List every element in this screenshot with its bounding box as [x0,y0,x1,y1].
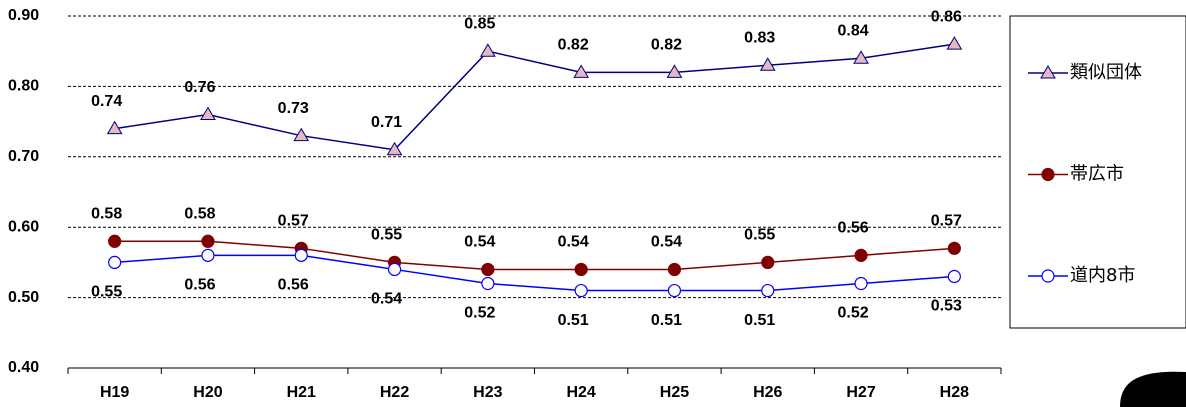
data-point [389,263,401,275]
y-tick-label: 0.90 [8,7,39,24]
data-label: 0.54 [558,234,589,251]
y-tick-label: 0.80 [8,78,39,95]
data-label: 0.52 [837,305,868,322]
data-label: 0.58 [91,205,122,222]
x-tick-label: H20 [193,384,222,401]
data-label: 0.84 [837,22,868,39]
data-label: 0.86 [931,8,962,25]
x-tick-label: H26 [753,384,782,401]
legend-marker [1042,169,1054,181]
data-label: 0.85 [464,15,495,32]
data-label: 0.71 [371,114,402,131]
x-tick-label: H23 [473,384,502,401]
data-label: 0.51 [651,312,682,329]
data-label: 0.54 [651,234,682,251]
chart: 0.40 0.50 0.60 0.70 0.80 0.90 H19 H20 H21 H22 H23 H… [0,0,1186,407]
data-label: 0.74 [91,93,122,110]
data-point [948,242,960,254]
data-label: 0.82 [651,37,682,54]
x-tick-label: H28 [940,384,969,401]
data-point [947,37,961,49]
legend-marker [1041,66,1055,78]
x-tick-label: H27 [846,384,875,401]
data-label: 0.56 [184,277,215,294]
legend-label: 道内8市 [1070,265,1135,286]
data-point [762,285,774,297]
data-label: 0.56 [278,277,309,294]
data-label: 0.53 [931,298,962,315]
x-tick-label: H24 [566,384,595,401]
data-label: 0.73 [278,100,309,117]
data-point [482,263,494,275]
y-tick-label: 0.60 [8,218,39,235]
data-label: 0.57 [931,213,962,230]
data-point [668,285,680,297]
x-tick-label: H19 [100,384,129,401]
data-point [575,285,587,297]
y-tick-label: 0.40 [8,359,39,376]
data-label: 0.51 [744,312,775,329]
x-tick-label: H21 [287,384,316,401]
y-tick-label: 0.70 [8,148,39,165]
data-point [762,256,774,268]
series-line [115,255,955,290]
series-line [115,44,955,150]
data-label: 0.55 [744,227,775,244]
data-point [668,263,680,275]
data-point [855,249,867,261]
data-point [202,235,214,247]
data-point [202,249,214,261]
x-tick-label: H22 [380,384,409,401]
data-label: 0.82 [558,37,589,54]
data-label: 0.55 [91,284,122,301]
legend-label: 類似団体 [1070,62,1142,83]
decoration [1120,372,1186,407]
data-label: 0.83 [744,29,775,46]
x-tick-label: H25 [660,384,689,401]
data-point [201,108,215,120]
data-point [481,44,495,56]
data-label: 0.76 [184,79,215,96]
data-label: 0.58 [184,205,215,222]
data-label: 0.52 [464,305,495,322]
data-point [948,270,960,282]
data-point [482,278,494,290]
legend-marker [1042,270,1054,282]
data-point [295,249,307,261]
data-point [109,235,121,247]
data-label: 0.56 [837,220,868,237]
data-label: 0.57 [278,213,309,230]
data-label: 0.51 [558,312,589,329]
data-point [855,278,867,290]
data-label: 0.54 [371,291,402,308]
data-point [109,256,121,268]
y-tick-label: 0.50 [8,289,39,306]
data-point [575,263,587,275]
data-label: 0.54 [464,234,495,251]
data-label: 0.55 [371,227,402,244]
legend-label: 帯広市 [1070,164,1124,185]
